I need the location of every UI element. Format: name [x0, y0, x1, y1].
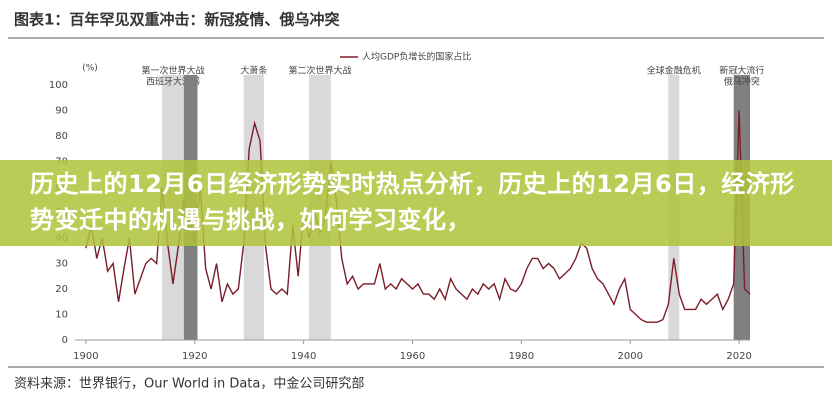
- y-tick-label: 100: [49, 80, 68, 91]
- chart-title: 图表1：百年罕见双重冲击：新冠疫情、俄乌冲突: [14, 11, 339, 29]
- y-tick-label: 30: [55, 259, 68, 270]
- x-tick-label: 2020: [726, 351, 751, 362]
- region-label: 大萧条: [240, 65, 267, 77]
- legend-label: 人均GDP负增长的国家占比: [362, 51, 471, 63]
- y-tick-label: 0: [62, 335, 68, 346]
- y-tick-label: 80: [55, 131, 68, 142]
- region-label: 新冠大流行: [719, 65, 764, 77]
- x-tick-label: 1900: [73, 351, 98, 362]
- y-tick-label: 20: [55, 284, 68, 295]
- y-axis-label: (%): [82, 64, 98, 74]
- x-tick-label: 1920: [182, 351, 207, 362]
- region-label: 第二次世界大战: [288, 65, 351, 77]
- region-label: 全球金融危机: [647, 65, 701, 77]
- y-tick-label: 90: [55, 106, 68, 117]
- x-tick-label: 1940: [291, 351, 316, 362]
- region-label: 俄乌冲突: [724, 76, 760, 88]
- x-tick-label: 1960: [400, 351, 425, 362]
- headline-banner: 历史上的12月6日经济形势实时热点分析，历史上的12月6日，经济形势变迁中的机遇…: [0, 160, 832, 246]
- y-tick-label: 10: [55, 310, 68, 321]
- region-label: 第一次世界大战: [141, 65, 204, 77]
- source-note: 资料来源：世界银行，Our World in Data，中金公司研究部: [14, 376, 364, 392]
- x-tick-label: 1980: [509, 351, 534, 362]
- x-tick-label: 2000: [618, 351, 643, 362]
